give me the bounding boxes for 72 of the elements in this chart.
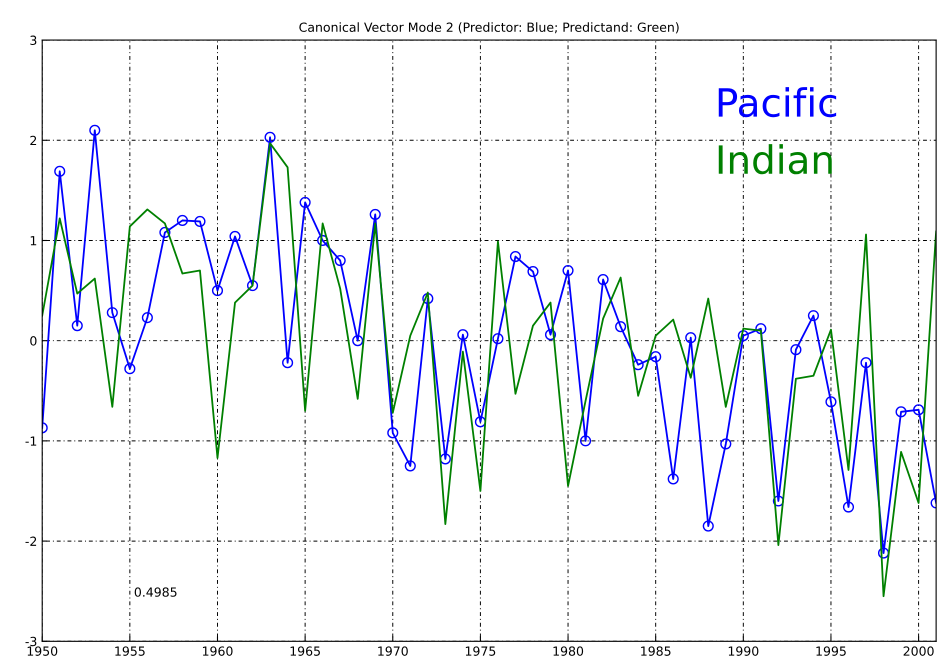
point — [229, 230, 241, 242]
y-tick-label: -3 — [25, 636, 36, 646]
point — [72, 320, 83, 332]
point — [650, 351, 662, 362]
text: Pacific — [718, 87, 836, 118]
point — [860, 357, 872, 368]
point — [808, 310, 819, 322]
chart-title: Canonical Vector Mode 2 (Predictor: Blue; Predictand: Green) — [299, 22, 679, 34]
y-tick-label: 1 — [30, 236, 36, 246]
point — [720, 438, 732, 450]
point — [176, 214, 188, 226]
point — [562, 264, 574, 276]
point — [772, 495, 784, 507]
point — [632, 359, 644, 370]
point — [738, 330, 749, 342]
point — [544, 329, 556, 340]
point — [527, 266, 539, 278]
point — [510, 250, 522, 262]
point — [422, 293, 434, 304]
point — [580, 435, 592, 446]
point — [668, 473, 679, 485]
point — [702, 520, 714, 532]
point — [492, 333, 504, 344]
point — [212, 285, 224, 296]
y-tick-label: 0 — [30, 336, 37, 346]
point — [896, 406, 907, 418]
point — [457, 329, 468, 340]
point — [300, 196, 311, 208]
x-tick-label: 1970 — [378, 646, 408, 656]
point — [194, 216, 206, 227]
x-tick-label: 1985 — [641, 646, 670, 656]
x-tick-label: 1965 — [290, 646, 320, 656]
x-tick-label: 2000 — [904, 646, 934, 656]
point — [387, 427, 398, 438]
x-tick-label: 1960 — [202, 646, 233, 656]
y-tick-label: 2 — [30, 136, 36, 146]
point — [685, 332, 696, 344]
point — [264, 132, 276, 143]
point — [106, 307, 118, 318]
point — [124, 363, 136, 374]
point — [913, 404, 924, 416]
point — [89, 124, 100, 136]
x-tick-label: 1995 — [816, 646, 846, 656]
x-tick-label: 1955 — [115, 646, 145, 656]
y-tick-label: -2 — [25, 536, 36, 546]
point — [440, 453, 451, 464]
point — [598, 274, 609, 286]
x-tick-label: 1980 — [554, 646, 584, 656]
point — [825, 396, 837, 408]
point — [878, 548, 890, 559]
point — [159, 226, 170, 238]
point — [370, 208, 381, 220]
point — [282, 357, 294, 368]
point — [404, 460, 416, 472]
y-tick-label: -1 — [25, 436, 36, 446]
point — [246, 280, 258, 292]
y-tick-label: 3 — [30, 36, 36, 46]
annotation: 0.4985 — [134, 587, 177, 597]
point — [54, 166, 66, 177]
point — [142, 312, 153, 324]
x-tick-label: 1990 — [728, 646, 758, 656]
point — [790, 344, 802, 356]
point — [474, 416, 486, 428]
point — [352, 335, 364, 346]
series-label: Indian — [718, 144, 832, 174]
point — [842, 501, 854, 513]
point — [317, 234, 328, 246]
point — [755, 323, 766, 334]
point — [334, 254, 346, 266]
point — [615, 321, 626, 332]
x-tick-label: 1975 — [466, 646, 496, 656]
x-tick-label: 1950 — [28, 646, 58, 656]
